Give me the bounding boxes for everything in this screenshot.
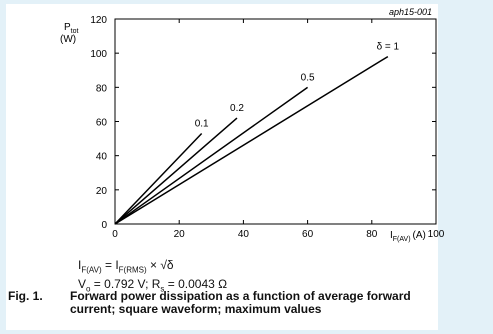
series-label: 0.2	[230, 103, 244, 114]
x-tick-label: 80	[366, 229, 378, 240]
series-line	[114, 55, 389, 225]
series-line	[114, 132, 203, 225]
y-tick-label: 120	[90, 15, 107, 26]
series-label: 0.5	[301, 72, 315, 83]
y-tick-label: 80	[96, 83, 108, 94]
formula-line-2: Vo = 0.792 V; Rs = 0.0043 Ω	[78, 277, 228, 294]
x-tick-label: 20	[174, 229, 186, 240]
figure-card	[6, 4, 438, 330]
chart-code: aph15-001	[389, 7, 432, 17]
x-tick-label: 40	[238, 229, 250, 240]
formula-block: IF(AV) = IF(RMS) × √δ Vo = 0.792 V; Rs =…	[78, 258, 227, 297]
x-tick-label: 100	[428, 229, 445, 240]
y-tick-label: 20	[96, 186, 108, 197]
svg-text:Ptot: Ptot	[64, 22, 79, 35]
y-tick-label: 0	[101, 220, 107, 231]
series-label: δ = 1	[377, 42, 400, 53]
y-tick-label: 100	[90, 49, 107, 60]
x-tick-label: 60	[302, 229, 314, 240]
series-line	[114, 86, 309, 225]
y-axis-label: Ptot (W)	[60, 22, 79, 45]
figure-caption-text: Forward power dissipation as a function …	[70, 289, 411, 316]
series-label: 0.1	[195, 118, 209, 129]
x-axis-label: IF(AV) (A)	[390, 230, 426, 243]
svg-text:(W): (W)	[60, 34, 76, 45]
series-layer: 0.1 0.2 0.5 δ = 1	[114, 42, 400, 225]
formula-line-1: IF(AV) = IF(RMS) × √δ	[78, 258, 174, 275]
x-tick-label: 0	[112, 229, 118, 240]
plot-axes: 0 20 40 60 80 100 0 20 40 60 80 100 120	[90, 15, 444, 240]
y-tick-label: 60	[96, 118, 108, 129]
y-tick-label: 40	[96, 152, 108, 163]
series-line	[114, 117, 238, 225]
figure-number: Fig. 1.	[8, 289, 43, 303]
svg-text:IF(AV)(A): IF(AV) (A)	[390, 230, 426, 243]
